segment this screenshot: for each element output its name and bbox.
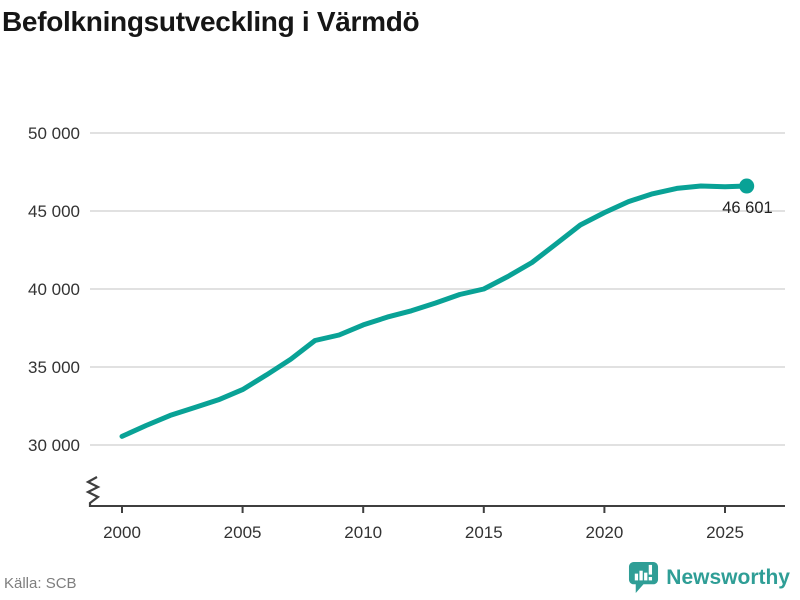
- bar-chart-speech-bubble-icon: [629, 562, 659, 593]
- population-line: [119, 183, 750, 439]
- newsworthy-wordmark: Newsworthy: [666, 565, 790, 589]
- y-tick-label: 50 000: [28, 124, 80, 143]
- x-tick-label: 2015: [465, 523, 503, 542]
- y-tick-label: 30 000: [28, 436, 80, 455]
- x-tick-label: 2025: [706, 523, 744, 542]
- end-value-label: 46 601: [722, 199, 772, 217]
- newsworthy-logo[interactable]: Newsworthy: [628, 561, 790, 594]
- axis-break-icon: [85, 476, 101, 507]
- x-tick-label: 2000: [103, 523, 141, 542]
- x-tick-label: 2010: [344, 523, 382, 542]
- x-tick-label: 2020: [585, 523, 623, 542]
- y-tick-label: 45 000: [28, 202, 80, 221]
- end-point-marker: [739, 178, 755, 194]
- y-tick-label: 40 000: [28, 280, 80, 299]
- source-note: Källa: SCB: [4, 575, 77, 592]
- page-title: Befolkningsutveckling i Värmdö: [2, 6, 420, 37]
- x-tick-label: 2005: [224, 523, 262, 542]
- y-tick-label: 35 000: [28, 358, 80, 377]
